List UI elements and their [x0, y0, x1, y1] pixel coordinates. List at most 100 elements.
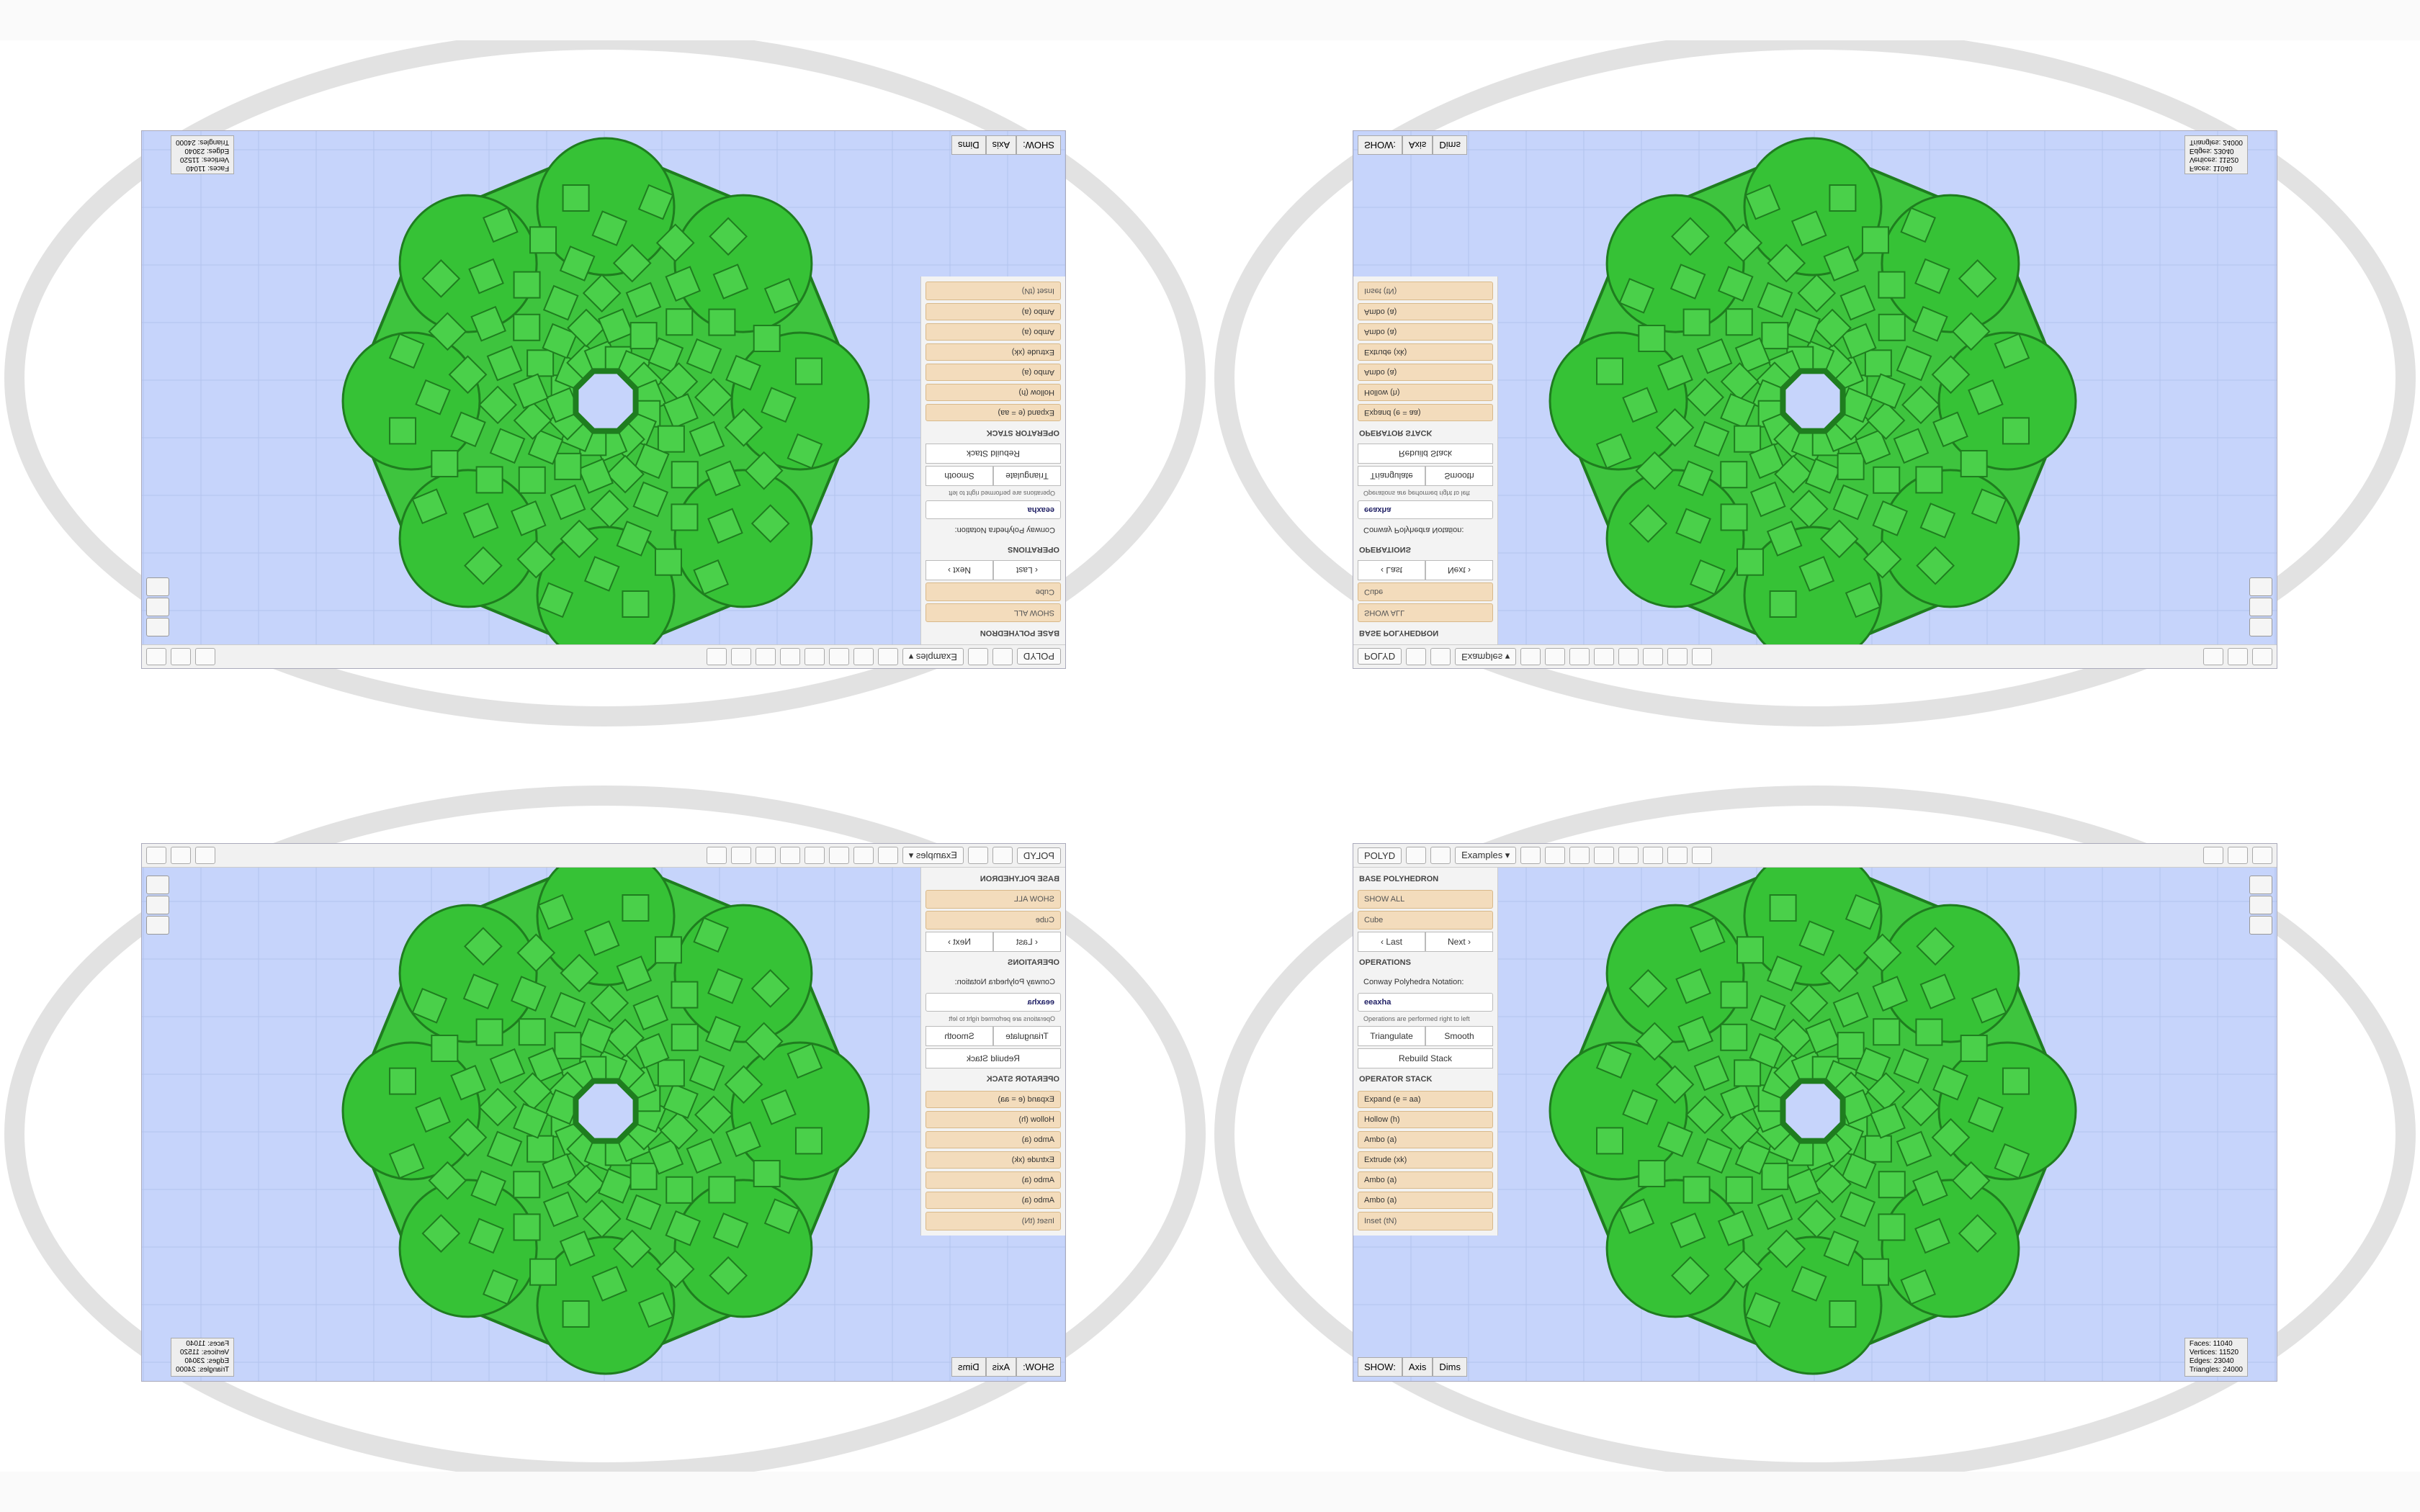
icon[interactable] [2249, 896, 2272, 914]
stack-item[interactable]: Expand (e = aa) [926, 404, 1061, 421]
base-select[interactable]: Cube [1358, 582, 1493, 601]
tool-button[interactable] [2203, 648, 2223, 665]
tool-button[interactable] [1569, 847, 1590, 864]
dims-toggle[interactable]: Dims [1433, 135, 1467, 155]
smooth-button[interactable]: Smooth [1425, 466, 1493, 486]
smooth-button[interactable]: Smooth [1425, 1026, 1493, 1046]
show-all-select[interactable]: SHOW ALL [926, 890, 1061, 909]
tool-button[interactable] [730, 847, 751, 864]
stack-item[interactable]: Expand (e = aa) [1358, 1091, 1493, 1108]
tool-button[interactable] [730, 648, 751, 665]
smooth-button[interactable]: Smooth [926, 466, 993, 486]
stack-item[interactable]: Ambo (a) [926, 1171, 1061, 1189]
axis-toggle[interactable]: Axis [1402, 1357, 1433, 1377]
tool-button[interactable] [1545, 847, 1566, 864]
stack-item[interactable]: Ambo (a) [1358, 1171, 1493, 1189]
stack-item[interactable]: Ambo (a) [1358, 303, 1493, 320]
tool-button[interactable] [1594, 847, 1615, 864]
tool-button[interactable] [828, 648, 849, 665]
tool-button[interactable] [1667, 847, 1688, 864]
icon[interactable] [146, 598, 169, 616]
tool-button[interactable] [1667, 648, 1688, 665]
icon[interactable] [146, 916, 169, 935]
rebuild-button[interactable]: Rebuild Stack [1358, 444, 1493, 464]
notation-input[interactable]: eeaxha [926, 500, 1061, 519]
triangulate-button[interactable]: Triangulate [993, 1026, 1061, 1046]
undo[interactable] [1406, 847, 1427, 864]
last-button[interactable]: ‹ Last [1358, 932, 1425, 952]
stack-item[interactable]: Ambo (a) [926, 364, 1061, 381]
redo[interactable] [1430, 847, 1451, 864]
show-all-select[interactable]: SHOW ALL [1358, 890, 1493, 909]
stack-item[interactable]: Ambo (a) [926, 1192, 1061, 1209]
undo[interactable] [992, 847, 1013, 864]
viewport[interactable] [142, 844, 1065, 1381]
tool-button[interactable] [2203, 847, 2223, 864]
stack-item[interactable]: Ambo (a) [1358, 1131, 1493, 1148]
notation-input[interactable]: eeaxha [1358, 500, 1493, 519]
tool-button[interactable] [853, 648, 874, 665]
icon[interactable] [2249, 618, 2272, 636]
tool-button[interactable] [1692, 648, 1713, 665]
tool-button[interactable] [1692, 847, 1713, 864]
show-all-select[interactable]: SHOW ALL [926, 603, 1061, 622]
icon[interactable] [2249, 577, 2272, 596]
tool-button[interactable] [171, 648, 191, 665]
next-button[interactable]: Next › [1425, 560, 1493, 580]
add-op-select[interactable]: Inset (tN) [926, 282, 1061, 300]
tool-button[interactable] [1643, 847, 1664, 864]
stack-item[interactable]: Hollow (h) [926, 1111, 1061, 1128]
axis-toggle[interactable]: Axis [985, 135, 1017, 155]
stack-item[interactable]: Hollow (h) [926, 384, 1061, 401]
tool-button[interactable] [1520, 648, 1541, 665]
icon[interactable] [146, 876, 169, 894]
stack-item[interactable]: Ambo (a) [926, 303, 1061, 320]
examples-menu[interactable]: Examples ▾ [1455, 847, 1517, 864]
app-title[interactable]: POLYD [1358, 847, 1402, 864]
stack-item[interactable]: Extrude (xk) [926, 343, 1061, 361]
info[interactable] [2252, 648, 2272, 665]
stack-item[interactable]: Expand (e = aa) [926, 1091, 1061, 1108]
base-select[interactable]: Cube [926, 582, 1061, 601]
app-title[interactable]: POLYD [1016, 648, 1061, 665]
examples-menu[interactable]: Examples ▾ [1455, 648, 1517, 665]
tool-button[interactable] [2228, 648, 2248, 665]
icon[interactable] [2249, 916, 2272, 935]
icon[interactable] [146, 577, 169, 596]
examples-menu[interactable]: Examples ▾ [902, 847, 964, 864]
triangulate-button[interactable]: Triangulate [993, 466, 1061, 486]
icon[interactable] [2249, 598, 2272, 616]
triangulate-button[interactable]: Triangulate [1358, 1026, 1425, 1046]
stack-item[interactable]: Extrude (xk) [926, 1151, 1061, 1169]
app-title[interactable]: POLYD [1016, 847, 1061, 864]
next-button[interactable]: Next › [926, 560, 993, 580]
stack-item[interactable]: Extrude (xk) [1358, 343, 1493, 361]
icon[interactable] [146, 618, 169, 636]
rebuild-button[interactable]: Rebuild Stack [1358, 1048, 1493, 1068]
icon[interactable] [2249, 876, 2272, 894]
last-button[interactable]: ‹ Last [1358, 560, 1425, 580]
stack-item[interactable]: Ambo (a) [1358, 1192, 1493, 1209]
tool-button[interactable] [195, 847, 215, 864]
add-op-select[interactable]: Inset (tN) [1358, 282, 1493, 300]
stack-item[interactable]: Ambo (a) [1358, 323, 1493, 341]
tool-button[interactable] [755, 648, 776, 665]
tool-button[interactable] [171, 847, 191, 864]
tool-button[interactable] [1545, 648, 1566, 665]
tool-button[interactable] [779, 847, 800, 864]
show-all-select[interactable]: SHOW ALL [1358, 603, 1493, 622]
undo[interactable] [1406, 648, 1427, 665]
redo[interactable] [967, 648, 988, 665]
stack-item[interactable]: Ambo (a) [926, 1131, 1061, 1148]
smooth-button[interactable]: Smooth [926, 1026, 993, 1046]
stack-item[interactable]: Hollow (h) [1358, 1111, 1493, 1128]
viewport[interactable] [1353, 131, 2277, 668]
stack-item[interactable]: Ambo (a) [926, 323, 1061, 341]
tool-button[interactable] [828, 847, 849, 864]
redo[interactable] [1430, 648, 1451, 665]
icon[interactable] [146, 896, 169, 914]
tool-button[interactable] [1643, 648, 1664, 665]
undo[interactable] [992, 648, 1013, 665]
dims-toggle[interactable]: Dims [1433, 1357, 1467, 1377]
tool-button[interactable] [1569, 648, 1590, 665]
